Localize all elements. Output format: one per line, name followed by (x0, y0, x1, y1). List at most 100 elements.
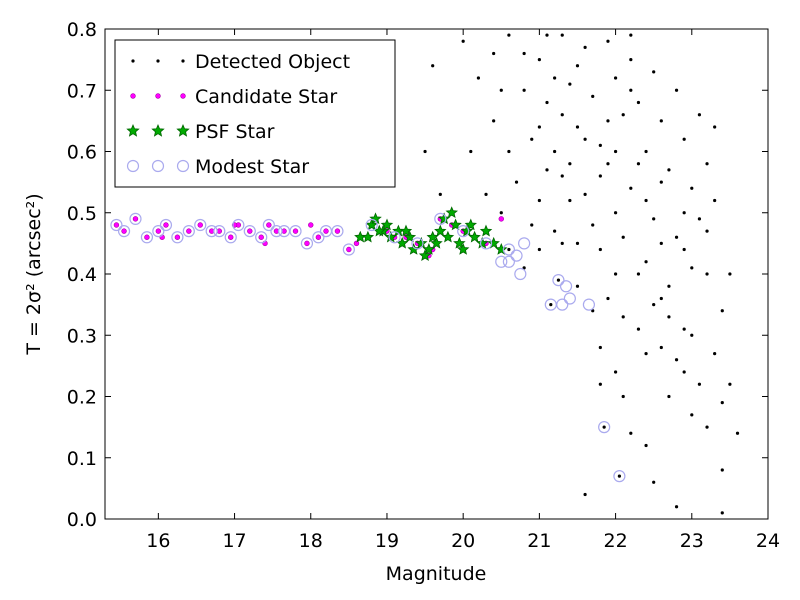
y-tick-label: 0.8 (67, 19, 97, 41)
detected-point (682, 370, 686, 374)
detected-point (697, 382, 702, 386)
detected-point (613, 149, 618, 154)
x-tick-label: 16 (146, 530, 170, 552)
detected-point (598, 247, 602, 252)
psf-star (434, 224, 447, 237)
modest-star (342, 243, 355, 256)
detected-point (606, 296, 610, 301)
psf-star (468, 230, 481, 243)
detected-point (720, 511, 724, 515)
detected-point (598, 345, 602, 350)
modest-star (556, 298, 569, 311)
modest-star (598, 421, 611, 434)
modest-star (213, 225, 226, 238)
detected-point (545, 33, 549, 37)
candidate-point (155, 228, 162, 234)
detected-point (522, 266, 526, 270)
detected-point (713, 198, 717, 203)
candidate-point (247, 228, 253, 234)
detected-point (560, 33, 564, 37)
modest-star (224, 231, 237, 244)
detected-point (636, 272, 641, 276)
legend-label: Modest Star (195, 156, 309, 178)
detected-point (598, 382, 602, 386)
candidate-point (292, 228, 299, 234)
modest-star (126, 159, 140, 173)
detected-point (583, 45, 587, 49)
detected-point (537, 247, 541, 252)
detected-point (621, 315, 625, 319)
detected-point (492, 51, 496, 56)
detected-point (690, 413, 694, 417)
detected-point (644, 198, 648, 203)
psf-star (151, 123, 165, 137)
detected-point (667, 284, 671, 288)
detected-point (507, 149, 511, 154)
detected-point (530, 137, 534, 141)
candidate-point (266, 222, 272, 228)
modest-star (262, 218, 275, 232)
detected-point (181, 59, 185, 63)
detected-point (697, 217, 702, 221)
psf-star (361, 230, 375, 243)
detected-point (713, 352, 717, 356)
candidate-point (186, 228, 192, 234)
modest-star (110, 218, 123, 232)
modest-star (140, 231, 154, 244)
modest-star (495, 255, 508, 268)
detected-point (629, 186, 633, 190)
detected-point (537, 125, 541, 129)
detected-point (720, 468, 724, 472)
psf-star (422, 242, 436, 255)
detected-point (636, 162, 641, 166)
candidate-point (304, 240, 310, 247)
plot-frame (104, 28, 769, 520)
candidate-point (174, 234, 181, 240)
modest-star (182, 225, 195, 238)
x-tick-label: 18 (299, 530, 323, 552)
modest-star (151, 159, 165, 173)
detected-point (629, 431, 633, 435)
detected-point (682, 327, 686, 331)
modest-star (502, 255, 515, 268)
detected-point (530, 223, 534, 227)
psf-star (418, 249, 432, 261)
modest-star (457, 225, 470, 238)
detected-point (644, 443, 648, 448)
modest-star (129, 212, 142, 225)
modest-star (270, 225, 283, 238)
detected-point (636, 100, 641, 105)
detected-point (568, 82, 572, 86)
modest-star (255, 231, 268, 244)
detected-point (613, 76, 618, 80)
detected-point (507, 33, 511, 37)
psf-star (445, 206, 458, 219)
psf-star (449, 218, 462, 231)
detected-point (602, 425, 606, 429)
detected-point (591, 223, 595, 227)
detected-point (652, 70, 656, 74)
detected-point (560, 113, 564, 117)
y-tick-label: 0.6 (67, 142, 97, 164)
psf-star (464, 218, 477, 231)
detected-point (629, 88, 633, 92)
detected-point (545, 168, 549, 172)
modest-star (559, 280, 573, 293)
psf-star (453, 236, 466, 249)
candidate-point (334, 228, 341, 234)
detected-point (469, 149, 473, 154)
detected-point (549, 303, 553, 307)
detected-point (705, 272, 709, 276)
detected-point (522, 51, 526, 56)
detected-point (537, 58, 541, 62)
detected-point (667, 315, 671, 319)
detected-point (476, 76, 481, 80)
detected-point (705, 162, 709, 166)
detected-point (621, 394, 625, 399)
psf-star (384, 230, 397, 243)
detected-point (667, 168, 671, 172)
detected-point (553, 76, 557, 80)
psf-star (479, 224, 493, 237)
detected-point (560, 241, 564, 245)
